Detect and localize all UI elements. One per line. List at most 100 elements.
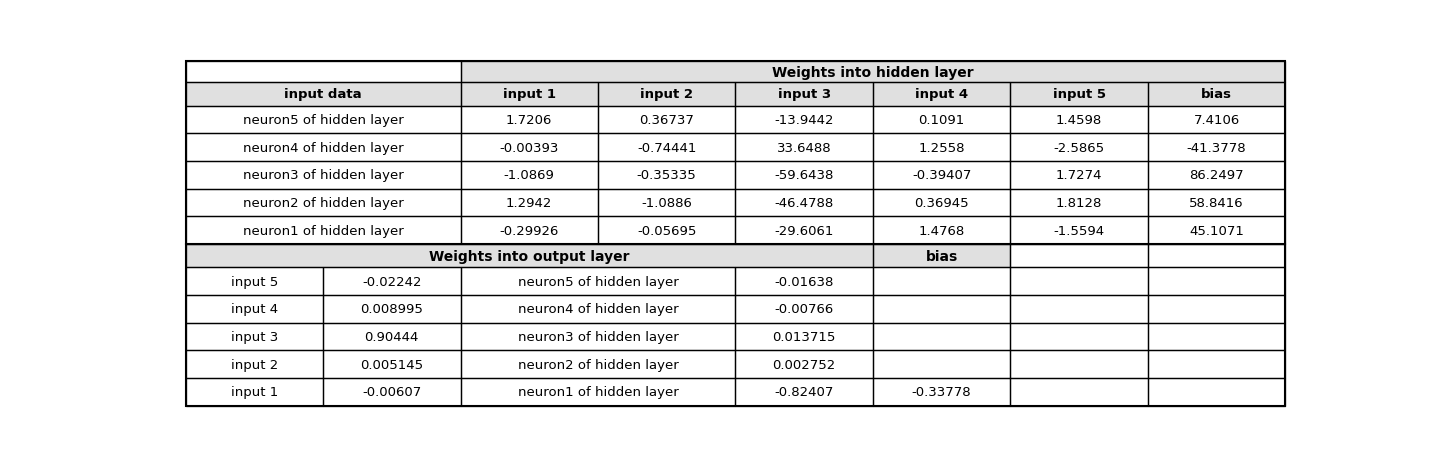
Bar <box>185 350 323 378</box>
Bar <box>185 244 872 268</box>
Bar <box>1010 323 1148 350</box>
Bar <box>735 268 872 295</box>
Text: -2.5865: -2.5865 <box>1053 141 1105 154</box>
Text: -0.39407: -0.39407 <box>913 169 971 182</box>
Bar <box>735 295 872 323</box>
Text: 0.005145: 0.005145 <box>360 358 423 371</box>
Bar <box>461 62 1286 83</box>
Bar <box>872 106 1010 134</box>
Bar <box>598 189 735 217</box>
Bar <box>461 162 598 189</box>
Bar <box>1148 268 1286 295</box>
Bar <box>323 323 461 350</box>
Bar <box>1148 244 1286 268</box>
Bar <box>1010 217 1148 244</box>
Bar <box>1148 106 1286 134</box>
Bar <box>1148 323 1286 350</box>
Text: Weights into output layer: Weights into output layer <box>429 249 630 263</box>
Bar <box>1148 189 1286 217</box>
Text: input 1: input 1 <box>231 386 278 399</box>
Bar <box>872 244 1010 268</box>
Bar <box>1148 217 1286 244</box>
Bar <box>735 162 872 189</box>
Bar <box>323 323 461 350</box>
Text: input 4: input 4 <box>231 303 278 316</box>
Text: -41.3778: -41.3778 <box>1187 141 1247 154</box>
Bar <box>461 217 598 244</box>
Text: -0.00607: -0.00607 <box>362 386 422 399</box>
Bar <box>185 83 461 106</box>
Bar <box>872 217 1010 244</box>
Bar <box>461 106 598 134</box>
Bar <box>735 106 872 134</box>
Bar <box>461 378 735 406</box>
Bar <box>1148 350 1286 378</box>
Bar <box>735 83 872 106</box>
Bar <box>872 295 1010 323</box>
Text: -0.00393: -0.00393 <box>499 141 558 154</box>
Text: -1.5594: -1.5594 <box>1053 224 1105 237</box>
Bar <box>1148 162 1286 189</box>
Bar <box>461 295 735 323</box>
Bar <box>735 189 872 217</box>
Bar <box>735 378 872 406</box>
Bar <box>1010 217 1148 244</box>
Bar <box>598 189 735 217</box>
Text: Weights into hidden layer: Weights into hidden layer <box>772 65 974 80</box>
Bar <box>1010 350 1148 378</box>
Bar <box>1148 350 1286 378</box>
Bar <box>1148 323 1286 350</box>
Bar <box>1010 295 1148 323</box>
Text: -29.6061: -29.6061 <box>775 224 834 237</box>
Text: -0.01638: -0.01638 <box>775 275 834 288</box>
Bar <box>461 350 735 378</box>
Bar <box>461 323 735 350</box>
Bar <box>1148 217 1286 244</box>
Bar <box>735 217 872 244</box>
Bar <box>735 295 872 323</box>
Bar <box>185 323 323 350</box>
Text: 0.008995: 0.008995 <box>360 303 423 316</box>
Text: 7.4106: 7.4106 <box>1194 113 1240 126</box>
Bar <box>1148 268 1286 295</box>
Bar <box>185 244 872 268</box>
Bar <box>598 134 735 162</box>
Bar <box>1010 244 1148 268</box>
Bar <box>598 83 735 106</box>
Bar <box>1010 378 1148 406</box>
Text: 0.90444: 0.90444 <box>364 330 419 343</box>
Bar <box>735 323 872 350</box>
Text: 58.8416: 58.8416 <box>1190 197 1244 210</box>
Bar <box>185 295 323 323</box>
Bar <box>1148 162 1286 189</box>
Bar <box>185 162 461 189</box>
Text: neuron5 of hidden layer: neuron5 of hidden layer <box>518 275 679 288</box>
Bar <box>185 323 323 350</box>
Bar <box>735 83 872 106</box>
Bar <box>872 134 1010 162</box>
Bar <box>598 106 735 134</box>
Bar <box>1010 323 1148 350</box>
Bar <box>872 268 1010 295</box>
Bar <box>185 162 461 189</box>
Bar <box>872 295 1010 323</box>
Bar <box>735 134 872 162</box>
Text: 0.013715: 0.013715 <box>772 330 835 343</box>
Text: input 1: input 1 <box>502 88 555 101</box>
Text: -0.74441: -0.74441 <box>637 141 696 154</box>
Text: -1.0869: -1.0869 <box>504 169 555 182</box>
Bar <box>598 162 735 189</box>
Bar <box>598 83 735 106</box>
Bar <box>872 83 1010 106</box>
Bar <box>1148 83 1286 106</box>
Bar <box>461 106 598 134</box>
Text: input 3: input 3 <box>231 330 278 343</box>
Text: bias: bias <box>1201 88 1233 101</box>
Bar <box>872 378 1010 406</box>
Text: 1.7206: 1.7206 <box>507 113 552 126</box>
Bar <box>461 162 598 189</box>
Text: bias: bias <box>926 249 957 263</box>
Bar <box>461 268 735 295</box>
Text: -46.4788: -46.4788 <box>775 197 834 210</box>
Text: -0.02242: -0.02242 <box>362 275 422 288</box>
